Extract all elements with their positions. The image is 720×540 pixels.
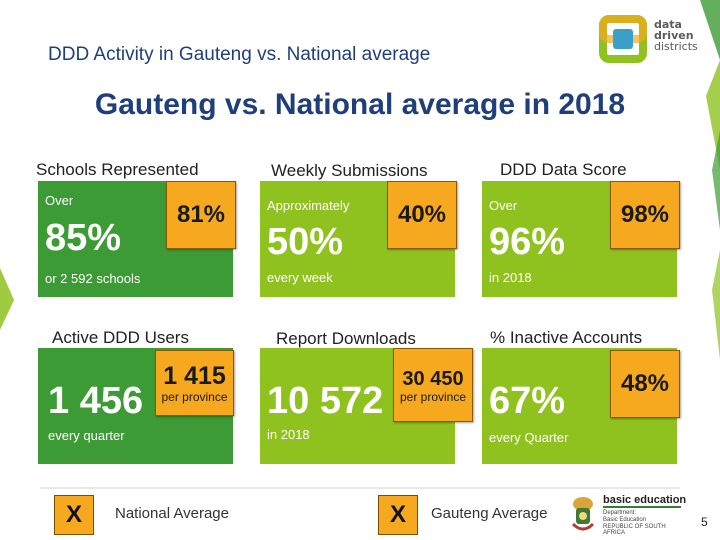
logo-word-districts: districts xyxy=(654,40,698,53)
coat-of-arms-icon xyxy=(571,497,595,531)
header-subtitle: DDD Activity in Gauteng vs. National ave… xyxy=(48,44,431,65)
card-title-downloads: Report Downloads xyxy=(276,329,416,348)
badge-value-users: 1 415 xyxy=(163,362,226,390)
basic-education-logo: basic education Department: Basic Educat… xyxy=(568,494,688,536)
card-prefix-weekly: Approximately xyxy=(267,198,350,213)
badge-national-users: 1 415 per province xyxy=(155,350,234,416)
page-title: Gauteng vs. National average in 2018 xyxy=(94,88,626,121)
ddd-logo: data driven districts xyxy=(598,14,708,64)
card-prefix-score: Over xyxy=(489,198,518,213)
logo-word-driven: driven xyxy=(654,29,694,42)
badge-value-weekly: 40% xyxy=(397,201,447,228)
legend-national-label: National Average xyxy=(115,505,229,522)
card-value-users: 1 456 xyxy=(48,380,144,422)
card-suffix-inactive: every Quarter xyxy=(489,430,569,445)
card-panel-inactive: 67% every Quarter 48% xyxy=(482,348,680,464)
card-panel-users: 1 456 every quarter 1 415 per province xyxy=(38,348,234,464)
card-value-score: 96% xyxy=(489,221,566,263)
card-prefix-schools: Over xyxy=(45,193,74,208)
card-value-weekly: 50% xyxy=(267,221,344,263)
badge-national-inactive: 48% xyxy=(610,350,680,418)
badge-sub-users: per province xyxy=(161,390,228,404)
card-title-score: DDD Data Score xyxy=(500,160,627,179)
page-number: 5 xyxy=(701,515,708,529)
card-suffix-weekly: every week xyxy=(267,270,333,285)
badge-value-schools: 81% xyxy=(176,201,226,228)
card-title-users: Active DDD Users xyxy=(52,328,189,347)
badge-national-weekly: 40% xyxy=(387,181,457,249)
card-title-schools: Schools Represented xyxy=(36,160,199,179)
card-suffix-score: in 2018 xyxy=(489,270,532,285)
card-suffix-downloads: in 2018 xyxy=(267,427,310,442)
card-title-weekly: Weekly Submissions xyxy=(271,161,428,180)
card-suffix-users: every quarter xyxy=(48,428,125,443)
card-panel-schools: Over 85% or 2 592 schools 81% xyxy=(38,181,236,297)
badge-value-downloads: 30 450 xyxy=(402,368,464,390)
badge-value-score: 98% xyxy=(620,201,670,228)
badge-national-score: 98% xyxy=(610,181,680,249)
legend-gauteng-marker: X xyxy=(378,495,418,535)
badge-national-schools: 81% xyxy=(166,181,236,249)
legend-gauteng-label: Gauteng Average xyxy=(431,505,548,522)
brand-line-dept: Department: xyxy=(603,510,637,516)
brand-line-name: Basic Education xyxy=(603,517,647,523)
card-title-inactive: % Inactive Accounts xyxy=(490,328,643,347)
badge-national-downloads: 30 450 per province xyxy=(393,348,473,422)
badge-sub-downloads: per province xyxy=(399,390,467,404)
card-suffix-schools: or 2 592 schools xyxy=(45,271,141,286)
card-value-schools: 85% xyxy=(45,217,122,259)
logo-word-data: data xyxy=(654,18,682,31)
badge-value-inactive: 48% xyxy=(620,370,670,397)
card-value-downloads: 10 572 xyxy=(267,380,384,422)
brand-title: basic education xyxy=(603,494,687,506)
card-panel-downloads: 10 572 in 2018 30 450 per province xyxy=(260,348,473,464)
ddd-logo-mark xyxy=(599,15,647,63)
card-panel-weekly: Approximately 50% every week 40% xyxy=(260,181,457,297)
card-value-inactive: 67% xyxy=(489,380,566,422)
legend-national-marker: X xyxy=(54,495,94,535)
card-panel-score: Over 96% in 2018 98% xyxy=(482,181,680,297)
brand-line-country: REPUBLIC OF SOUTH AFRICA xyxy=(603,524,666,536)
ddd-logo-text: data driven districts xyxy=(654,19,698,52)
